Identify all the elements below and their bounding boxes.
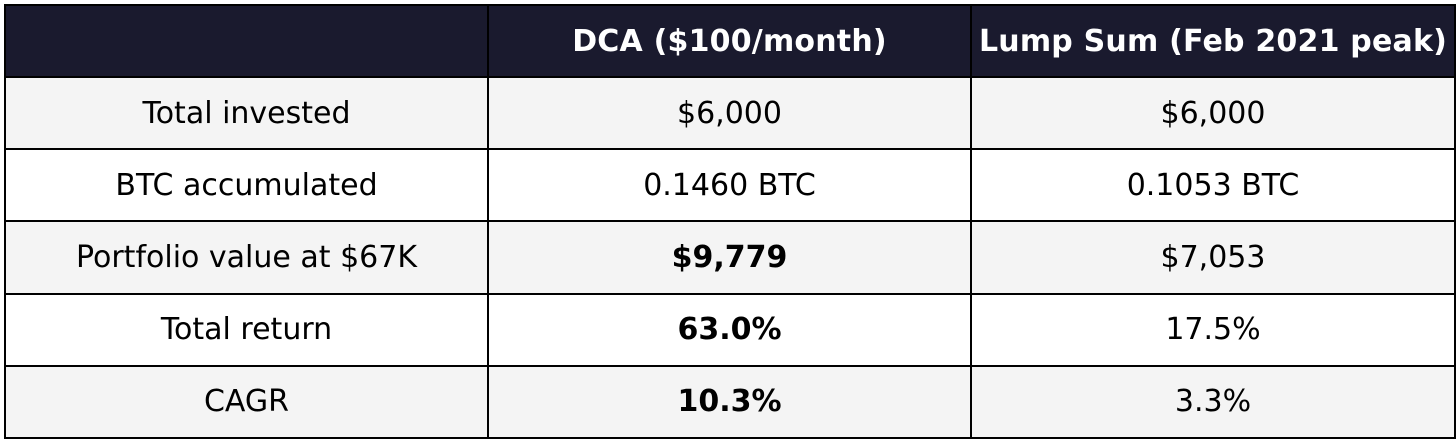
table-row: Total return 63.0% 17.5%: [4, 292, 1456, 367]
dca-value: 10.3%: [487, 364, 972, 440]
row-label: Portfolio value at $67K: [4, 220, 489, 295]
dca-value: $9,779: [487, 220, 972, 295]
table-body: Total invested $6,000 $6,000 BTC accumul…: [4, 75, 1456, 440]
header-cell-dca: DCA ($100/month): [487, 4, 972, 78]
comparison-table-container: DCA ($100/month) Lump Sum (Feb 2021 peak…: [4, 4, 1456, 440]
table-row: Portfolio value at $67K $9,779 $7,053: [4, 220, 1456, 295]
table-row: BTC accumulated 0.1460 BTC 0.1053 BTC: [4, 148, 1456, 223]
lump-sum-value: $6,000: [970, 75, 1456, 151]
row-label: Total invested: [4, 75, 489, 151]
header-cell-lump-sum: Lump Sum (Feb 2021 peak): [970, 4, 1456, 78]
lump-sum-value: 3.3%: [970, 364, 1456, 440]
dca-value: 0.1460 BTC: [487, 148, 972, 223]
header-cell-empty: [4, 4, 489, 78]
table-header: DCA ($100/month) Lump Sum (Feb 2021 peak…: [4, 4, 1456, 78]
lump-sum-value: 17.5%: [970, 292, 1456, 367]
lump-sum-value: $7,053: [970, 220, 1456, 295]
row-label: Total return: [4, 292, 489, 367]
dca-vs-lump-sum-table: DCA ($100/month) Lump Sum (Feb 2021 peak…: [4, 4, 1456, 440]
dca-value: 63.0%: [487, 292, 972, 367]
row-label: BTC accumulated: [4, 148, 489, 223]
dca-value: $6,000: [487, 75, 972, 151]
table-row: Total invested $6,000 $6,000: [4, 75, 1456, 151]
row-label: CAGR: [4, 364, 489, 440]
lump-sum-value: 0.1053 BTC: [970, 148, 1456, 223]
header-row: DCA ($100/month) Lump Sum (Feb 2021 peak…: [4, 4, 1456, 78]
table-row: CAGR 10.3% 3.3%: [4, 364, 1456, 440]
